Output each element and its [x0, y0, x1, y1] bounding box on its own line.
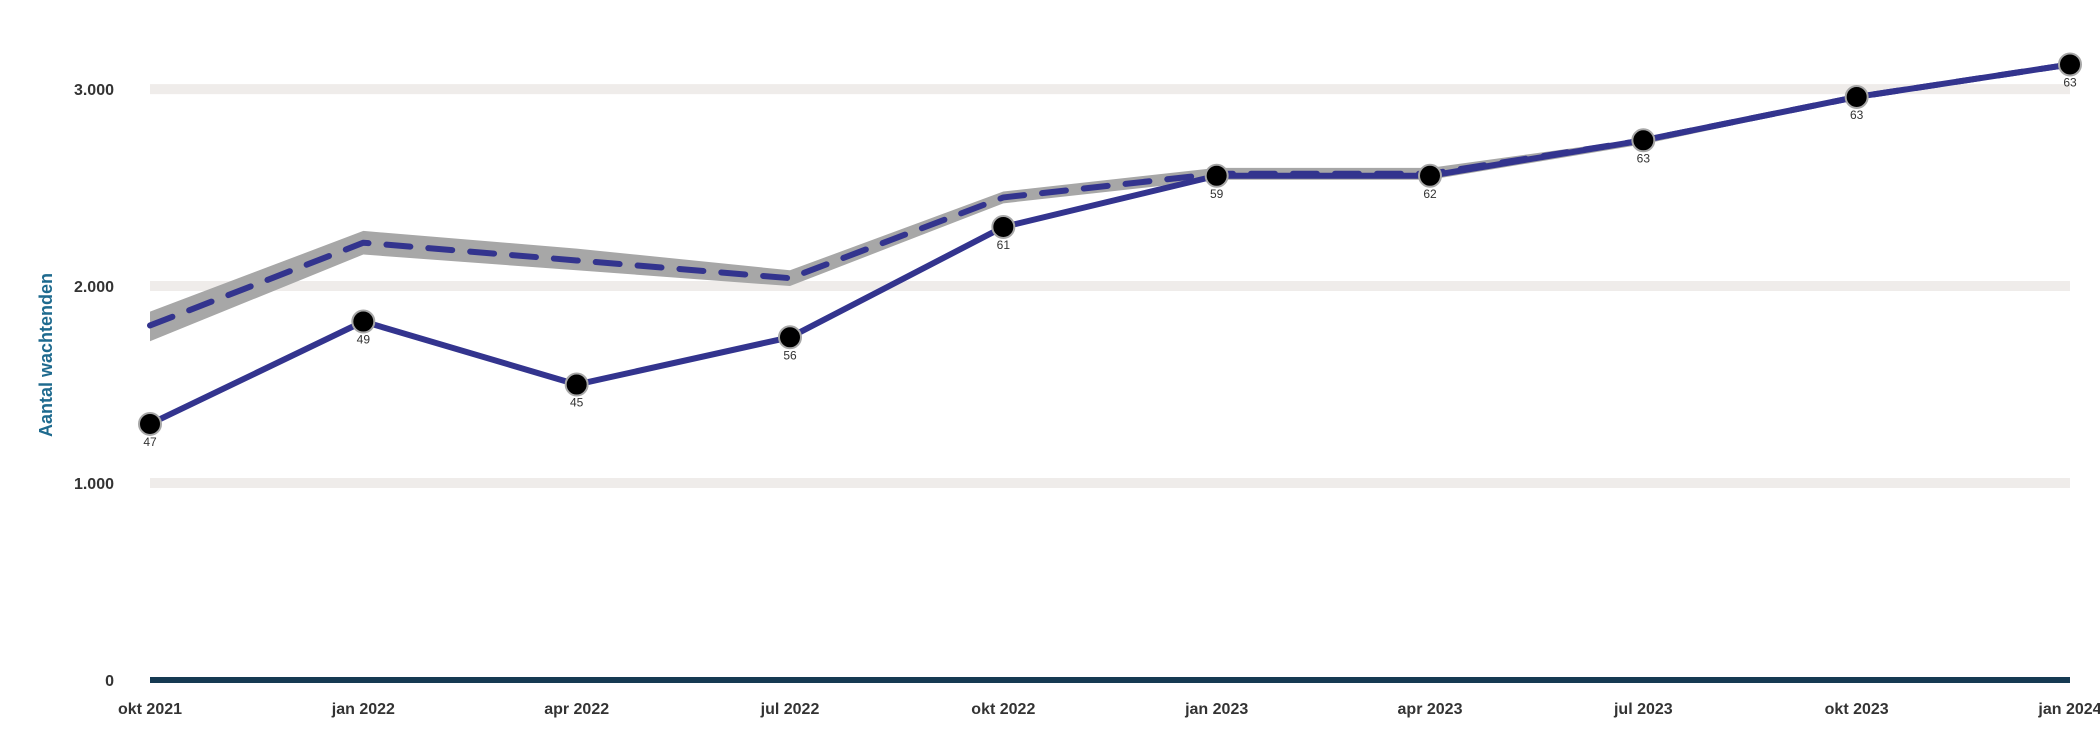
x-tick-label: okt 2023	[1825, 701, 1889, 718]
y-tick-label: 0	[105, 673, 114, 690]
point-label: 61	[997, 238, 1011, 252]
x-tick-label: okt 2021	[118, 701, 182, 718]
point-label: 56	[783, 348, 797, 362]
data-point	[1846, 86, 1868, 108]
x-tick-label: apr 2022	[544, 701, 609, 718]
x-tick-label: jul 2022	[760, 701, 820, 718]
data-point	[1419, 165, 1441, 187]
x-tick-label: okt 2022	[971, 701, 1035, 718]
x-tick-label: jan 2022	[331, 701, 395, 718]
point-label: 63	[1850, 108, 1864, 122]
y-tick-label: 3.000	[74, 82, 114, 99]
point-label: 49	[357, 333, 371, 347]
y-tick-label: 1.000	[74, 476, 114, 493]
chart-container: 0 1.000 2.000 3.000 okt 2021 jan 2022 apr 2022…	[0, 0, 2100, 750]
x-tick-label: jan 2024	[2037, 701, 2100, 718]
point-label: 47	[143, 435, 157, 449]
data-point	[139, 413, 161, 435]
chart-svg: 0 1.000 2.000 3.000 okt 2021 jan 2022 apr 2022…	[0, 0, 2100, 750]
data-point	[1206, 165, 1228, 187]
data-point	[2059, 53, 2081, 75]
data-point	[779, 326, 801, 348]
data-point	[992, 216, 1014, 238]
data-point	[566, 374, 588, 396]
point-label: 59	[1210, 187, 1224, 201]
x-tick-label: jul 2023	[1613, 701, 1673, 718]
data-point	[1632, 129, 1654, 151]
y-axis-label: Aantal wachtenden	[36, 273, 57, 437]
point-label: 45	[570, 396, 584, 410]
x-tick-label: jan 2023	[1184, 701, 1248, 718]
x-tick-label: apr 2023	[1398, 701, 1463, 718]
y-tick-label: 2.000	[74, 279, 114, 296]
point-label: 63	[2063, 75, 2077, 89]
point-label: 62	[1423, 187, 1437, 201]
point-label: 63	[1637, 151, 1651, 165]
data-point	[352, 311, 374, 333]
